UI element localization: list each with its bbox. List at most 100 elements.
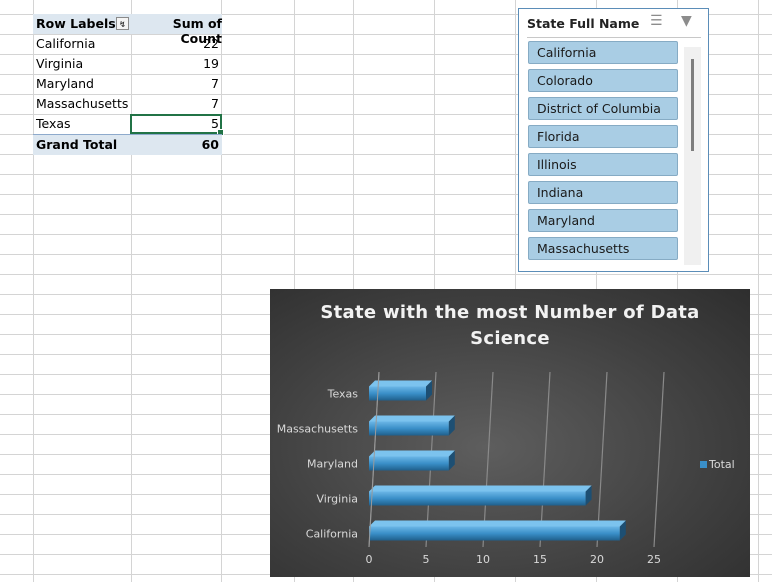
multi-select-icon[interactable]: ☰ — [650, 13, 663, 29]
bar-maryland[interactable] — [369, 456, 449, 471]
slicer-item-indiana[interactable]: Indiana — [528, 181, 678, 204]
bar-top — [369, 520, 626, 527]
bar-california[interactable] — [369, 526, 620, 541]
slicer-item-label: Colorado — [537, 73, 593, 88]
row-gridline — [0, 154, 772, 155]
bar-side — [448, 415, 455, 436]
slicer-item-massachusetts[interactable]: Massachusetts — [528, 237, 678, 260]
column-gridline — [221, 0, 222, 582]
x-gridline — [539, 371, 551, 548]
bar-virginia[interactable] — [369, 491, 586, 506]
pivot-row[interactable]: California 22 — [33, 34, 222, 54]
sum-of-count-header: Sum of Count — [172, 16, 222, 46]
row-gridline — [0, 274, 772, 275]
pivot-row-value: 7 — [211, 76, 219, 91]
bar-chart[interactable]: State with the most Number of Data Scien… — [270, 289, 750, 577]
clear-filter-icon[interactable]: ▼ — [681, 13, 692, 29]
slicer-item-illinois[interactable]: Illinois — [528, 153, 678, 176]
slicer-item-label: Florida — [537, 129, 580, 144]
x-tick-label: 25 — [647, 553, 661, 566]
slicer-item-label: Massachusetts — [537, 241, 630, 256]
x-tick-label: 5 — [423, 553, 430, 566]
bar-top — [369, 415, 455, 422]
slicer-item-florida[interactable]: Florida — [528, 125, 678, 148]
bar-top — [369, 485, 592, 492]
y-category-label: Texas — [327, 388, 359, 401]
slicer-item-label: District of Columbia — [537, 101, 661, 116]
row-gridline — [0, 174, 772, 175]
bar-massachusetts[interactable] — [369, 421, 449, 436]
x-tick-label: 0 — [366, 553, 373, 566]
y-category-label: Massachusetts — [277, 423, 359, 436]
row-gridline — [0, 214, 772, 215]
pivot-row[interactable]: Maryland 7 — [33, 74, 222, 94]
chart-title: State with the most Number of Data Scien… — [320, 302, 700, 349]
slicer-scrollbar[interactable] — [684, 47, 701, 265]
column-gridline — [131, 0, 132, 582]
filter-dropdown-icon[interactable]: ↯ — [116, 17, 129, 30]
slicer-item-california[interactable]: California — [528, 41, 678, 64]
slicer-item-colorado[interactable]: Colorado — [528, 69, 678, 92]
pivot-row-label: California — [36, 36, 96, 51]
row-gridline — [0, 54, 772, 55]
slicer-item-label: California — [537, 45, 597, 60]
pivot-row[interactable]: Massachusetts 7 — [33, 94, 222, 114]
pivot-row-value: 22 — [203, 36, 219, 51]
legend-swatch — [700, 461, 707, 468]
row-gridline — [0, 74, 772, 75]
x-tick-label: 20 — [590, 553, 604, 566]
pivot-row-label: Maryland — [36, 76, 94, 91]
pivot-row-value: 7 — [211, 96, 219, 111]
pivot-row[interactable]: Virginia 19 — [33, 54, 222, 74]
row-gridline — [0, 14, 772, 15]
y-category-label: Maryland — [307, 458, 358, 471]
bar-side — [426, 380, 432, 401]
chart-plot: 0 5 10 15 20 25 California Virginia Maryland Mass… — [277, 371, 735, 566]
legend-label: Total — [708, 458, 735, 471]
pivot-row[interactable]: Texas 5 — [33, 114, 224, 136]
y-category-label: California — [306, 528, 358, 541]
slicer-item-label: Maryland — [537, 213, 595, 228]
slicer-item-maryland[interactable]: Maryland — [528, 209, 678, 232]
bar-side — [448, 450, 455, 471]
grand-total-label: Grand Total — [36, 137, 118, 152]
pivot-row-label: Texas — [36, 116, 71, 131]
state-slicer[interactable]: State Full Name ☰ ▼ California Colorado … — [518, 8, 709, 272]
pivot-row-value: 19 — [203, 56, 219, 71]
row-labels-header: Row Labels — [36, 16, 116, 31]
pivot-row-label: Virginia — [36, 56, 84, 71]
pivot-row-value: 5 — [211, 116, 219, 131]
x-tick-label: 10 — [476, 553, 490, 566]
bar-side — [585, 485, 592, 506]
row-gridline — [0, 194, 772, 195]
axis-line — [368, 371, 380, 548]
column-gridline — [33, 0, 34, 582]
row-gridline — [0, 114, 772, 115]
x-gridline — [596, 371, 608, 548]
row-gridline — [0, 34, 772, 35]
pivot-header-row: Row Labels ↯ Sum of Count — [33, 14, 222, 46]
row-gridline — [0, 254, 772, 255]
bar-side — [619, 520, 626, 541]
x-tick-label: 15 — [533, 553, 547, 566]
slicer-divider — [527, 37, 701, 38]
x-gridline — [482, 371, 494, 548]
slicer-item-district-of-columbia[interactable]: District of Columbia — [528, 97, 678, 120]
slicer-item-label: Illinois — [537, 157, 577, 172]
grand-total-row[interactable]: Grand Total 60 — [33, 134, 222, 155]
slicer-scroll-thumb[interactable] — [691, 59, 694, 151]
row-gridline — [0, 134, 772, 135]
bar-top — [369, 450, 455, 457]
grand-total-value: 60 — [201, 137, 219, 152]
selected-cell[interactable] — [130, 114, 224, 136]
bar-top — [369, 380, 432, 387]
bar-texas[interactable] — [369, 386, 426, 401]
slicer-item-label: Indiana — [537, 185, 584, 200]
x-gridline — [653, 371, 665, 548]
column-gridline — [758, 0, 759, 582]
y-category-label: Virginia — [317, 493, 358, 506]
row-gridline — [0, 234, 772, 235]
slicer-title: State Full Name — [527, 16, 640, 31]
row-gridline — [0, 94, 772, 95]
pivot-row-label: Massachusetts — [36, 96, 129, 111]
